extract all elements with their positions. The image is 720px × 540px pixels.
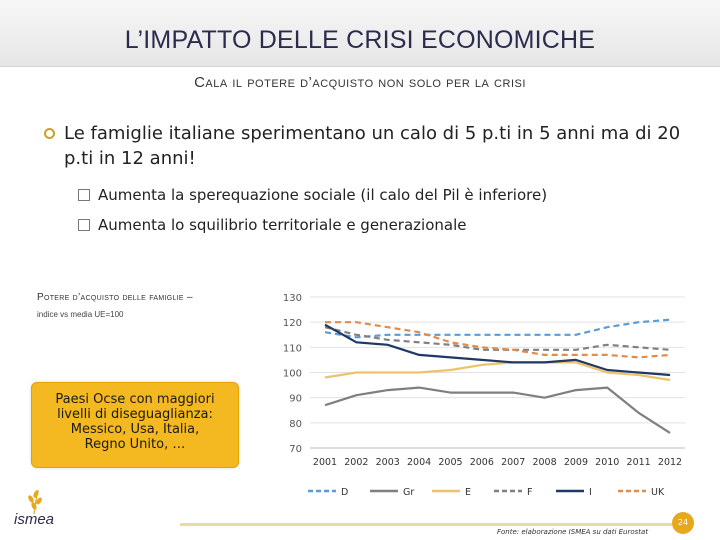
legend-label: I [589,487,592,498]
ring-bullet-icon [44,128,55,139]
x-tick-label: 2010 [595,457,619,468]
checkbox-bullet-icon [78,219,90,231]
y-tick-label: 110 [283,343,302,354]
chart-caption: Potere d’acquisto delle famiglie – [37,292,193,303]
sub-bullet-text: Aumenta lo squilibrio territoriale e gen… [98,216,467,234]
main-bullet: Le famiglie italiane sperimentano un cal… [44,121,684,171]
legend-label: D [341,487,348,498]
title-bar: L’IMPATTO DELLE CRISI ECONOMICHE [0,0,720,67]
x-tick-label: 2004 [407,457,431,468]
x-tick-label: 2007 [501,457,525,468]
x-tick-label: 2008 [532,457,556,468]
x-tick-label: 2001 [313,457,337,468]
callout-line: livelli di diseguaglianza: [57,407,213,422]
legend-label: Gr [403,487,414,498]
source-note: Fonte: elaborazione ISMEA su dati Eurost… [497,528,649,536]
series-line-uk [325,321,671,359]
x-tick-label: 2009 [564,457,588,468]
x-tick-label: 2003 [376,457,400,468]
series-line-i [324,323,671,377]
y-tick-label: 80 [289,419,302,430]
y-tick-label: 90 [289,394,302,405]
y-tick-label: 120 [283,318,302,329]
callout-line: Messico, Usa, Italia, [70,422,200,437]
ismea-logo: ismea [14,489,54,528]
footer-rule [180,523,680,526]
sub-bullet-text: Aumenta la sperequazione sociale (il cal… [98,186,548,204]
series-line-e [324,361,671,382]
x-tick-label: 2005 [438,457,462,468]
sub-bullet: Aumenta lo squilibrio territoriale e gen… [78,216,466,234]
page-number: 24 [672,512,694,534]
main-bullet-text: Le famiglie italiane sperimentano un cal… [64,123,681,169]
x-tick-label: 2011 [627,457,651,468]
series-line-gr [324,386,671,434]
y-tick-label: 100 [283,369,302,380]
callout-line: Regno Unito, … [84,437,186,452]
line-chart: 70 80 90 100 110 120 130 2001 2002 2003 2004 2005 20… [283,293,685,498]
chart-caption-index: indice vs media UE=100 [37,310,124,319]
x-tick-label: 2002 [344,457,368,468]
y-tick-label: 70 [289,444,302,455]
slide-title: L’IMPATTO DELLE CRISI ECONOMICHE [124,26,596,54]
y-tick-label: 130 [283,293,302,304]
x-tick-label: 2006 [470,457,494,468]
legend-label: F [527,487,532,498]
x-tick-label: 2012 [658,457,682,468]
legend-label: E [465,487,471,498]
sub-bullet: Aumenta la sperequazione sociale (il cal… [78,186,547,204]
callout-box: Paesi Ocse con maggiori livelli di diseg… [31,382,239,468]
series-line-d [324,318,671,339]
series-line-f [324,326,671,351]
svg-text:ismea: ismea [14,511,54,528]
callout-line: Paesi Ocse con maggiori [55,392,215,407]
legend-label: UK [651,487,665,498]
slide-subtitle: Cala il potere d’acquisto non solo per l… [194,74,526,91]
checkbox-bullet-icon [78,189,90,201]
